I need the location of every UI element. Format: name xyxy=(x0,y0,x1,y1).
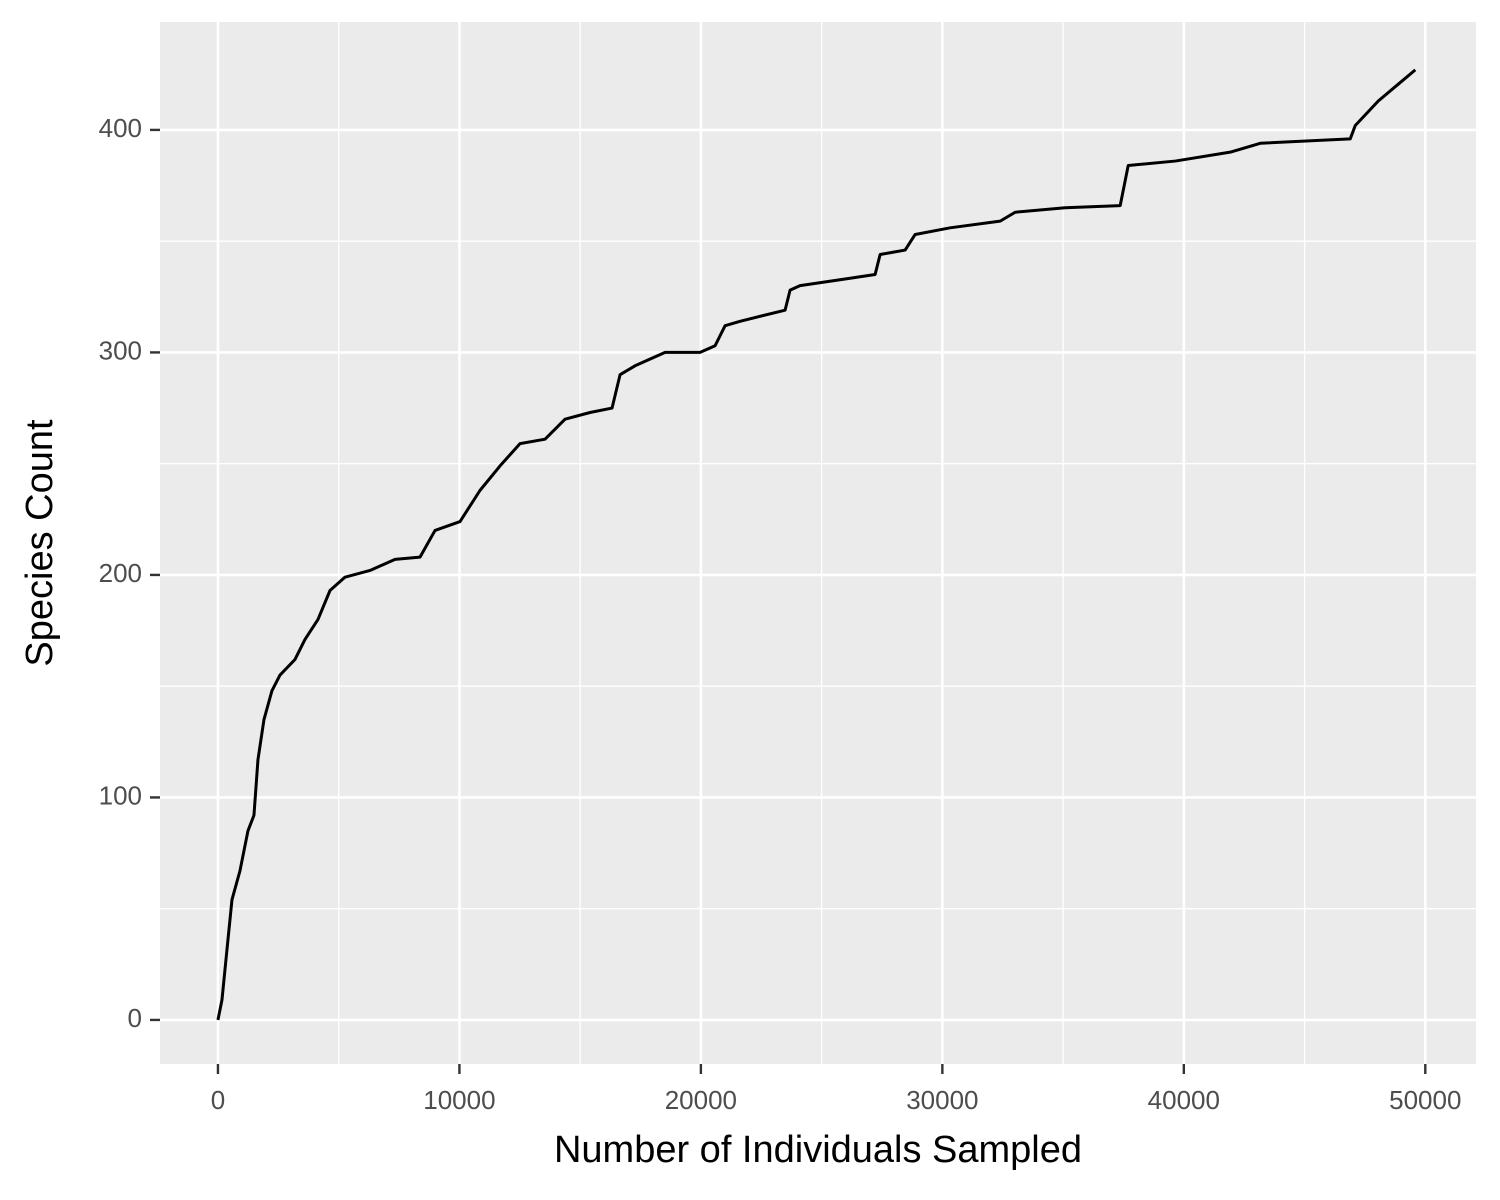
plot-area xyxy=(216,68,1417,1021)
x-tick-label: 50000 xyxy=(1389,1085,1461,1115)
panel xyxy=(160,22,1476,1064)
x-tick-label: 20000 xyxy=(665,1085,737,1115)
x-tick-label: 30000 xyxy=(906,1085,978,1115)
x-axis-title: Number of Individuals Sampled xyxy=(554,1129,1082,1171)
y-axis-title: Species Count xyxy=(19,419,61,667)
grid xyxy=(160,22,1476,1064)
x-tick-label: 0 xyxy=(211,1085,225,1115)
y-tick-label: 100 xyxy=(99,780,142,810)
x-tick-label: 10000 xyxy=(423,1085,495,1115)
y-tick-label: 200 xyxy=(99,558,142,588)
y-tick-label: 0 xyxy=(128,1003,142,1033)
y-tick-label: 400 xyxy=(99,113,142,143)
x-tick-label: 40000 xyxy=(1148,1085,1220,1115)
data-line xyxy=(216,68,1417,1021)
y-tick-label: 300 xyxy=(99,335,142,365)
